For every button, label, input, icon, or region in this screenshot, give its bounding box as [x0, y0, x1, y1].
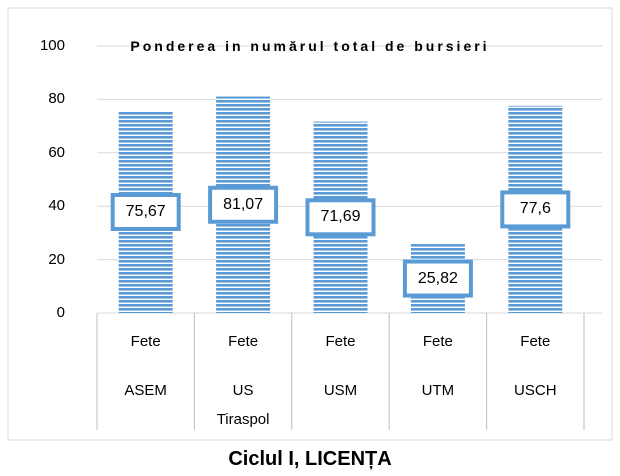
x-axis-title: Ciclul I, LICENȚA — [228, 448, 392, 470]
x-tick-label: Fete — [422, 333, 453, 350]
y-tick-label: 100 — [39, 37, 65, 54]
y-tick-label: 80 — [48, 90, 65, 108]
x-tick-label: ASEM — [124, 382, 167, 399]
data-label: 71,69 — [320, 208, 361, 226]
data-label-box — [500, 190, 571, 229]
data-label: 75,67 — [125, 202, 166, 220]
data-label: 77,6 — [519, 200, 551, 218]
x-tick-label: Fete — [130, 333, 161, 350]
data-label-box — [110, 192, 181, 231]
x-tick-label: USM — [323, 382, 358, 399]
y-tick-label: 40 — [48, 197, 65, 215]
data-label: 25,82 — [417, 269, 458, 287]
chart-title: Ponderea in numărul total de bursieri — [130, 38, 490, 54]
x-tick-label: Fete — [520, 333, 551, 350]
x-tick-label: US Tiraspol — [216, 382, 270, 428]
y-tick-label: 0 — [56, 304, 65, 321]
x-tick-label: Fete — [325, 333, 356, 350]
x-tick-label: Fete — [228, 333, 259, 350]
data-label: 81,07 — [223, 195, 264, 213]
x-tick-label: USCH — [514, 382, 557, 399]
data-label-box — [208, 185, 279, 224]
y-tick-label: 20 — [48, 250, 65, 268]
y-tick-label: 60 — [48, 143, 65, 161]
frame — [7, 7, 613, 441]
x-tick-label: UTM — [421, 382, 455, 399]
data-label-box — [305, 198, 376, 237]
data-label-box — [402, 259, 473, 298]
